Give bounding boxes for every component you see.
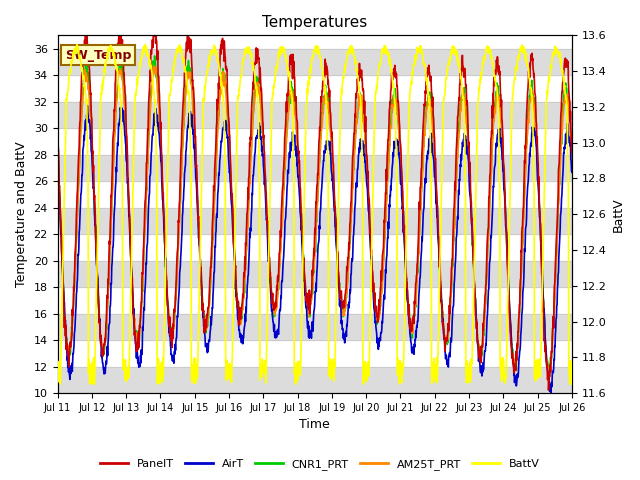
Bar (58, 102, 572, 128)
Bar (58, 261, 572, 287)
BattV (568, 381, 576, 386)
AirT (54, 158, 61, 164)
Line: AM25T_PRT: AM25T_PRT (58, 66, 572, 375)
Text: SW_Temp: SW_Temp (65, 48, 132, 61)
AirT (568, 169, 576, 175)
PanelT (545, 387, 552, 393)
PanelT (283, 109, 291, 115)
AirT (84, 103, 92, 108)
CNR1_PRT (117, 49, 125, 55)
AirT (115, 120, 122, 126)
AM25T_PRT (115, 75, 122, 81)
CNR1_PRT (292, 120, 300, 126)
Bar (58, 313, 572, 340)
PanelT (81, 33, 89, 38)
AirT (272, 329, 280, 335)
BattV (283, 58, 291, 64)
CNR1_PRT (54, 137, 61, 143)
Line: PanelT: PanelT (58, 36, 572, 390)
AM25T_PRT (568, 162, 576, 168)
Bar (58, 48, 572, 75)
Bar (58, 367, 572, 393)
BattV (347, 49, 355, 55)
AM25T_PRT (292, 119, 300, 125)
AM25T_PRT (54, 144, 61, 150)
AirT (347, 288, 355, 293)
AM25T_PRT (150, 63, 157, 69)
Title: Temperatures: Temperatures (262, 15, 367, 30)
AirT (283, 194, 291, 200)
AM25T_PRT (347, 228, 355, 234)
Line: CNR1_PRT: CNR1_PRT (58, 52, 572, 374)
BattV (292, 381, 300, 387)
Bar (58, 208, 572, 234)
PanelT (272, 296, 280, 301)
BattV (141, 42, 149, 48)
BattV (54, 370, 61, 375)
PanelT (94, 286, 102, 292)
BattV (93, 247, 101, 253)
CNR1_PRT (272, 299, 280, 304)
CNR1_PRT (545, 372, 553, 377)
AM25T_PRT (545, 372, 553, 378)
PanelT (54, 122, 61, 128)
PanelT (292, 94, 300, 100)
Y-axis label: BattV: BattV (612, 197, 625, 231)
Legend: PanelT, AirT, CNR1_PRT, AM25T_PRT, BattV: PanelT, AirT, CNR1_PRT, AM25T_PRT, BattV (96, 455, 544, 474)
AM25T_PRT (272, 305, 280, 311)
AirT (292, 144, 300, 149)
PanelT (347, 210, 355, 216)
CNR1_PRT (347, 223, 355, 228)
Line: BattV: BattV (58, 45, 572, 384)
CNR1_PRT (115, 68, 122, 73)
AirT (94, 274, 102, 280)
X-axis label: Time: Time (300, 419, 330, 432)
PanelT (568, 150, 576, 156)
BattV (272, 69, 280, 75)
Bar (58, 155, 572, 181)
Y-axis label: Temperature and BattV: Temperature and BattV (15, 142, 28, 287)
AM25T_PRT (283, 131, 291, 136)
BattV (115, 81, 122, 87)
BattV (360, 381, 367, 387)
PanelT (115, 37, 122, 43)
CNR1_PRT (568, 161, 576, 167)
AirT (547, 390, 555, 396)
Line: AirT: AirT (58, 106, 572, 393)
CNR1_PRT (283, 132, 291, 138)
AM25T_PRT (93, 275, 101, 280)
CNR1_PRT (93, 279, 101, 285)
